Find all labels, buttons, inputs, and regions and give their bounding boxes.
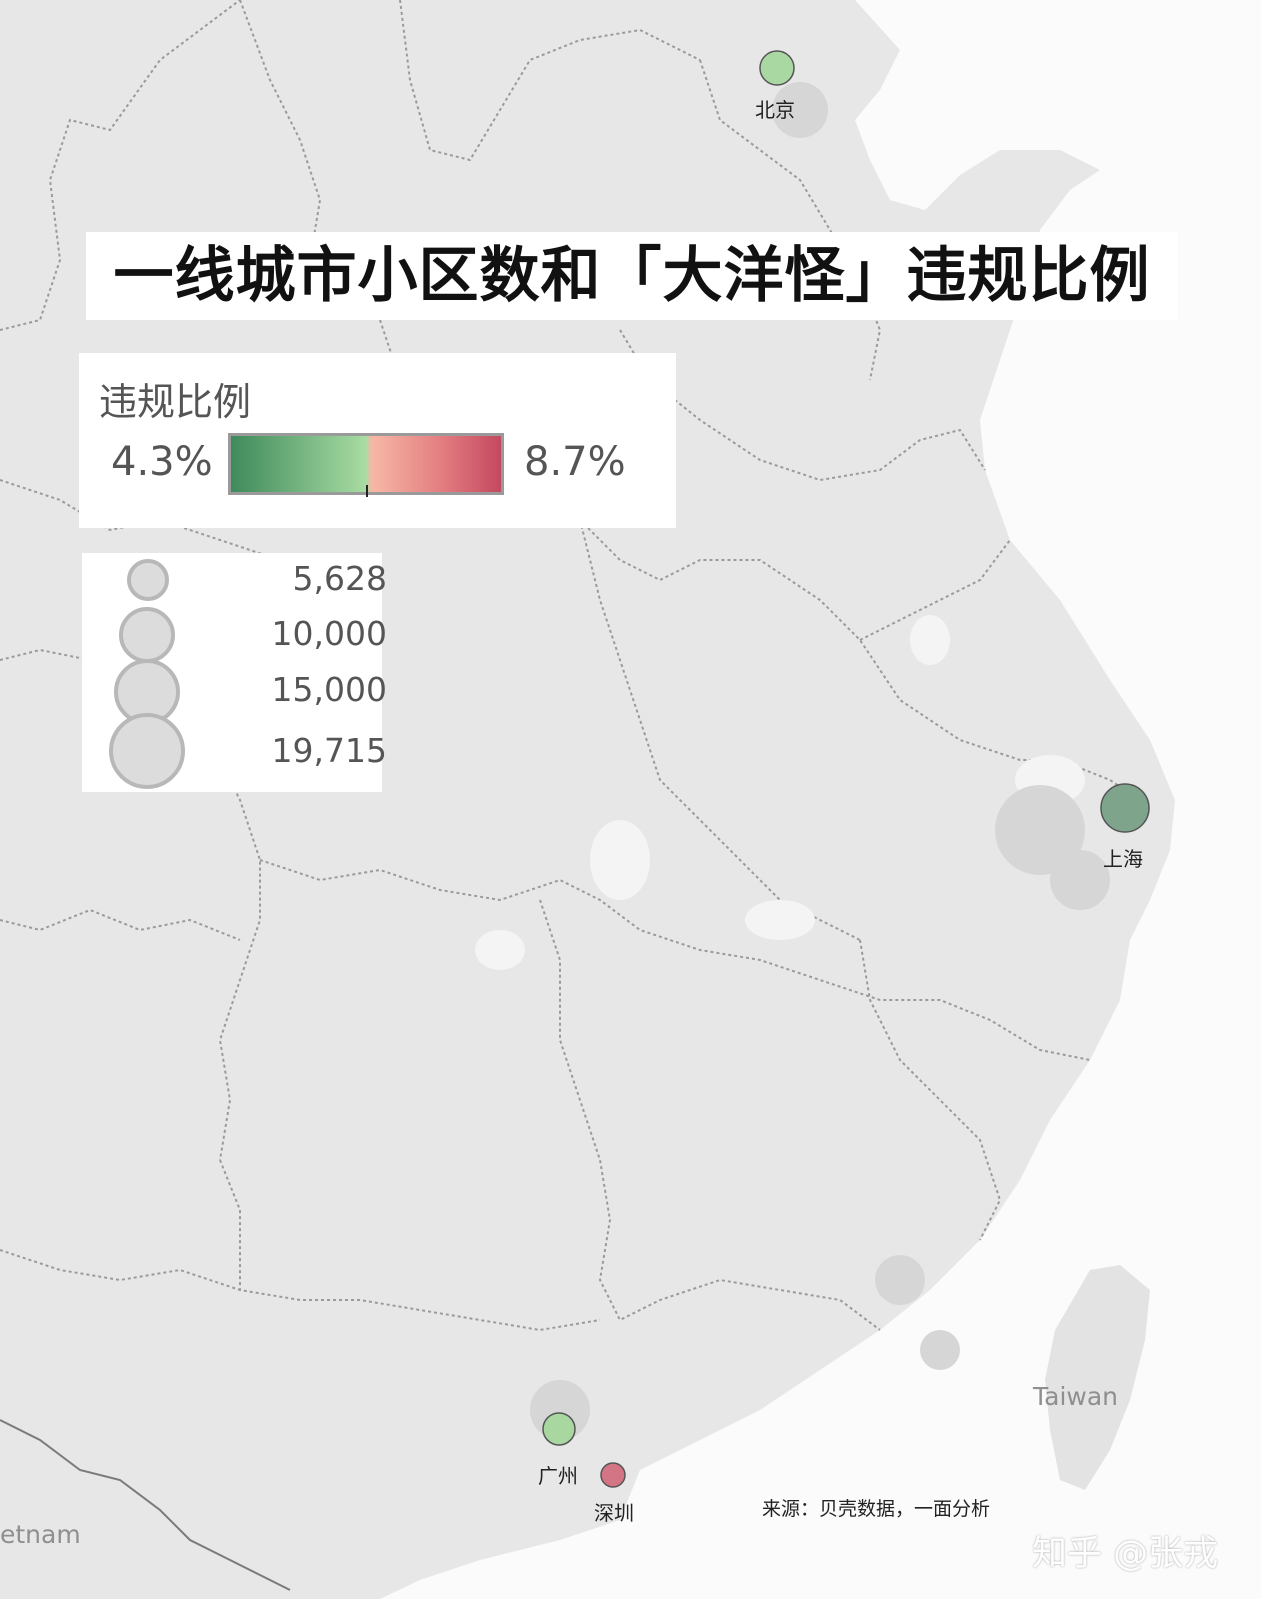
chart-title: 一线城市小区数和「大洋怪」违规比例 bbox=[113, 241, 1151, 311]
source-note: 来源：贝壳数据，一面分析 bbox=[762, 1498, 991, 1520]
size-legend-row: 5,628 bbox=[82, 555, 387, 605]
city-label-guangzhou: 广州 bbox=[538, 1464, 578, 1488]
title-box: 一线城市小区数和「大洋怪」违规比例 bbox=[86, 232, 1178, 320]
marker-guangzhou[interactable] bbox=[542, 1412, 576, 1446]
color-legend-title: 违规比例 bbox=[99, 380, 252, 424]
color-legend: 违规比例 4.3% 8.7% bbox=[79, 353, 676, 528]
size-legend-circle bbox=[109, 713, 185, 789]
size-legend-row: 19,715 bbox=[82, 713, 387, 789]
color-legend-midpoint-tick bbox=[366, 485, 368, 497]
size-legend-row: 10,000 bbox=[82, 606, 387, 663]
size-legend-label: 19,715 bbox=[271, 731, 387, 770]
size-legend: 5,628 10,000 15,000 19,715 bbox=[82, 553, 387, 792]
city-label-beijing: 北京 bbox=[755, 98, 795, 122]
city-label-shenzhen: 深圳 bbox=[594, 1501, 634, 1525]
size-legend-label: 15,000 bbox=[271, 670, 387, 709]
size-legend-row: 15,000 bbox=[82, 658, 387, 725]
island-taiwan bbox=[1045, 1265, 1150, 1490]
color-legend-min: 4.3% bbox=[111, 439, 213, 485]
size-legend-circle bbox=[119, 607, 175, 663]
marker-shanghai[interactable] bbox=[1100, 783, 1150, 833]
size-legend-circle bbox=[127, 559, 169, 601]
size-legend-label: 5,628 bbox=[292, 559, 387, 598]
watermark: 知乎 @张戎 bbox=[1032, 1534, 1219, 1574]
city-label-shanghai: 上海 bbox=[1103, 847, 1143, 871]
marker-shenzhen[interactable] bbox=[600, 1462, 626, 1488]
sea-bohai bbox=[855, 0, 1261, 250]
map-label-vietnam: etnam bbox=[0, 1520, 81, 1549]
marker-beijing[interactable] bbox=[759, 50, 795, 86]
sea-east bbox=[380, 170, 1261, 1599]
size-legend-label: 10,000 bbox=[271, 614, 387, 653]
color-legend-max: 8.7% bbox=[524, 439, 626, 485]
map-label-taiwan: Taiwan bbox=[1033, 1382, 1119, 1411]
